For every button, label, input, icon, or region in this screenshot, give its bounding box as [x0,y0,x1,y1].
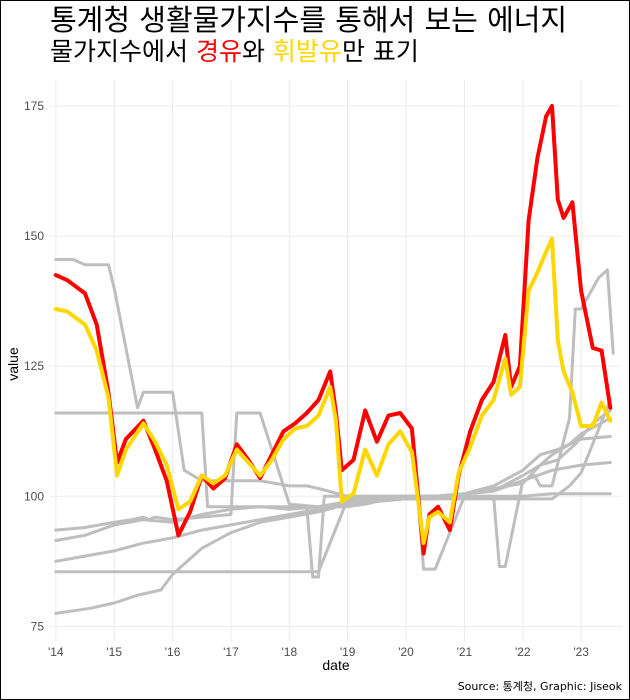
subtitle-gasoline: 휘발유 [272,37,342,66]
other-series-lines [54,258,615,615]
source-caption: Source: 통계청, Graphic: Jiseok [457,680,622,693]
gasoline-series-line [53,236,613,546]
subtitle-part-3: 만 표기 [341,37,419,66]
x-tick-label: '19 [340,645,356,659]
x-axis-title: date [322,657,349,673]
highlight-series-lines [53,104,613,556]
x-tick-label: '17 [223,645,239,659]
y-tick-label: 175 [24,99,44,113]
x-tick-label: '20 [398,645,414,659]
other-series-line-5 [54,416,612,563]
x-tick-label: '16 [165,645,181,659]
subtitle-part-1: 물가지수에서 [50,37,196,66]
subtitle-diesel: 경유 [195,37,242,66]
y-tick-label: 75 [31,619,45,633]
y-axis-ticks: 75 100 125 150 175 [24,99,44,633]
x-tick-label: '21 [457,645,473,659]
x-axis-ticks: '14 '15 '16 '17 '18 '19 '20 '21 '22 '23 [48,645,589,659]
y-tick-label: 100 [24,489,44,503]
x-tick-label: '23 [573,645,589,659]
chart-title: 통계청 생활물가지수를 통해서 보는 에너지 [50,3,568,37]
subtitle-part-2: 와 [241,37,273,66]
x-tick-label: '15 [106,645,122,659]
other-series-line-7 [54,398,612,574]
diesel-series-line [53,104,613,556]
other-series-line-6 [54,408,612,615]
x-tick-label: '14 [48,645,64,659]
other-series-line-4 [54,435,612,542]
y-tick-label: 150 [24,229,44,243]
chart-subtitle: 물가지수에서 경유와 휘발유만 표기 [50,36,419,68]
x-tick-label: '22 [515,645,531,659]
y-tick-label: 125 [24,359,44,373]
x-tick-label: '18 [281,645,297,659]
y-axis-title: value [5,347,21,381]
